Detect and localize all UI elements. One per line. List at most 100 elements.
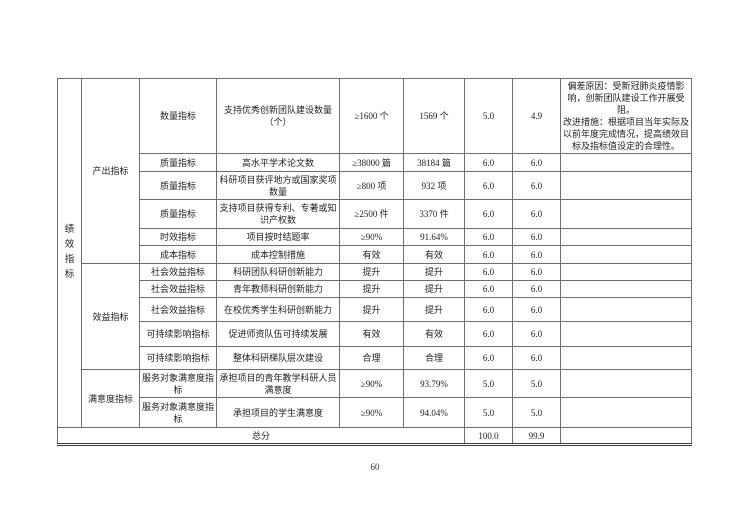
actual-cell: 94.04% (403, 397, 465, 428)
score-cell: 6.0 (512, 199, 561, 229)
remark-cell (560, 297, 692, 322)
vertical-header-cell: 绩效指标 (57, 78, 82, 428)
score-cell: 6.0 (512, 153, 561, 172)
indicator-name-cell: 成本控制措施 (216, 245, 340, 264)
remark-cell (560, 228, 692, 246)
target-cell: ≥2500 件 (339, 199, 404, 229)
score-cell: 4.9 (512, 78, 561, 154)
table-row: 效益指标 社会效益指标 科研团队科研创新能力 提升 提升 6.0 6.0 (58, 263, 692, 370)
vertical-header: 绩效指标 (64, 225, 75, 280)
indicator-name-cell: 承担项目的学生满意度 (216, 397, 340, 428)
target-cell: 提升 (339, 280, 404, 298)
indicator-type-cell: 成本指标 (139, 245, 217, 264)
table-row: 成本指标 成本控制措施 有效 有效 6.0 6.0 (58, 245, 692, 264)
weight-cell: 6.0 (464, 297, 513, 322)
score-cell: 6.0 (512, 171, 561, 200)
table-row: 时效指标 项目按时结题率 ≥90% 91.64% 6.0 6.0 (58, 228, 692, 246)
score-cell: 6.0 (512, 297, 561, 322)
score-cell: 6.0 (512, 280, 561, 298)
indicator-type-cell: 质量指标 (139, 171, 217, 200)
actual-cell: 提升 (403, 297, 465, 322)
weight-cell: 6.0 (464, 171, 513, 200)
indicator-name-cell: 在校优秀学生科研创新能力 (216, 297, 340, 322)
total-score-cell: 99.9 (512, 427, 561, 445)
remark-cell: 偏差原因：受新冠肺炎疫情影响，创新团队建设工作开展受阻。 改进措施：根据项目当年… (560, 78, 692, 154)
actual-cell: 有效 (403, 321, 465, 347)
remark-cell (560, 369, 692, 398)
target-cell: ≥38000 篇 (339, 153, 404, 172)
target-cell: ≥90% (339, 397, 404, 428)
indicator-type-cell: 可持续影响指标 (139, 346, 217, 370)
indicator-type-cell: 时效指标 (139, 228, 217, 246)
table-row: 社会效益指标 青年教师科研创新能力 提升 提升 6.0 6.0 (58, 280, 692, 298)
weight-cell: 6.0 (464, 245, 513, 264)
remark-cell (560, 263, 692, 281)
score-cell: 6.0 (512, 321, 561, 347)
indicator-name-cell: 促进师资队伍可持续发展 (216, 321, 340, 347)
indicator-name-cell: 项目按时结题率 (216, 228, 340, 246)
group-satisfaction-cell: 满意度指标 (81, 369, 140, 428)
actual-cell: 合理 (403, 346, 465, 370)
actual-cell: 3370 件 (403, 199, 465, 229)
total-row: 总分 100.0 99.9 (57, 427, 692, 445)
table-row: 可持续影响指标 整体科研梯队层次建设 合理 合理 6.0 6.0 (58, 346, 692, 370)
weight-cell: 6.0 (464, 321, 513, 347)
weight-cell: 5.0 (464, 369, 513, 398)
indicator-name-cell: 青年教师科研创新能力 (216, 280, 340, 298)
remark-cell (560, 171, 692, 200)
weight-cell: 6.0 (464, 346, 513, 370)
table-row: 社会效益指标 在校优秀学生科研创新能力 提升 提升 6.0 6.0 (58, 297, 692, 322)
table-row: 服务对象满意度指标 承担项目的学生满意度 ≥90% 94.04% 5.0 5.0 (58, 397, 692, 428)
target-cell: ≥800 项 (339, 171, 404, 200)
weight-cell: 6.0 (464, 228, 513, 246)
target-cell: 有效 (339, 245, 404, 264)
table-row: 绩效指标 产出指标 数量指标 支持优秀创新团队建设数量（个） ≥1600 个 1… (57, 78, 692, 428)
total-remark-cell (560, 427, 692, 445)
indicator-type-cell: 质量指标 (139, 199, 217, 229)
group-output-cell: 产出指标 (81, 78, 140, 264)
target-cell: ≥90% (339, 228, 404, 246)
target-cell: ≥90% (339, 369, 404, 398)
actual-cell: 提升 (403, 280, 465, 298)
indicator-type-cell: 质量指标 (139, 153, 217, 172)
remark-cell (560, 153, 692, 172)
score-cell: 6.0 (512, 228, 561, 246)
remark-cell (560, 346, 692, 370)
actual-cell: 93.79% (403, 369, 465, 398)
weight-cell: 6.0 (464, 263, 513, 281)
target-cell: 合理 (339, 346, 404, 370)
weight-cell: 6.0 (464, 199, 513, 229)
indicator-name-cell: 承担项目的青年教学科研人员满意度 (216, 369, 340, 398)
total-weight-cell: 100.0 (464, 427, 513, 445)
indicator-name-cell: 科研项目获评地方或国家奖项数量 (216, 171, 340, 200)
target-cell: 提升 (339, 263, 404, 281)
indicator-type-cell: 可持续影响指标 (139, 321, 217, 347)
actual-cell: 有效 (403, 245, 465, 264)
remark-cell (560, 245, 692, 264)
score-cell: 5.0 (512, 369, 561, 398)
weight-cell: 6.0 (464, 280, 513, 298)
remark-cell (560, 280, 692, 298)
page-number: 60 (370, 462, 380, 472)
score-cell: 6.0 (512, 346, 561, 370)
indicator-name-cell: 高水平学术论文数 (216, 153, 340, 172)
score-cell: 6.0 (512, 263, 561, 281)
remark-cell (560, 199, 692, 229)
total-label-cell: 总分 (57, 427, 465, 445)
actual-cell: 932 项 (403, 171, 465, 200)
indicator-type-cell: 数量指标 (139, 78, 217, 154)
actual-cell: 38184 篇 (403, 153, 465, 172)
actual-cell: 提升 (403, 263, 465, 281)
indicator-type-cell: 社会效益指标 (139, 280, 217, 298)
weight-cell: 5.0 (464, 397, 513, 428)
table-row: 质量指标 高水平学术论文数 ≥38000 篇 38184 篇 6.0 6.0 (58, 153, 692, 172)
target-cell: ≥1600 个 (339, 78, 404, 154)
performance-indicator-table: 绩效指标 产出指标 数量指标 支持优秀创新团队建设数量（个） ≥1600 个 1… (57, 78, 692, 446)
indicator-name-cell: 支持项目获得专利、专著或知识产权数 (216, 199, 340, 229)
table-row: 质量指标 支持项目获得专利、专著或知识产权数 ≥2500 件 3370 件 6.… (58, 199, 692, 229)
weight-cell: 5.0 (464, 78, 513, 154)
table-row: 可持续影响指标 促进师资队伍可持续发展 有效 有效 6.0 6.0 (58, 321, 692, 347)
group-benefit-cell: 效益指标 (81, 263, 140, 370)
indicator-type-cell: 服务对象满意度指标 (139, 397, 217, 428)
remark-cell (560, 321, 692, 347)
